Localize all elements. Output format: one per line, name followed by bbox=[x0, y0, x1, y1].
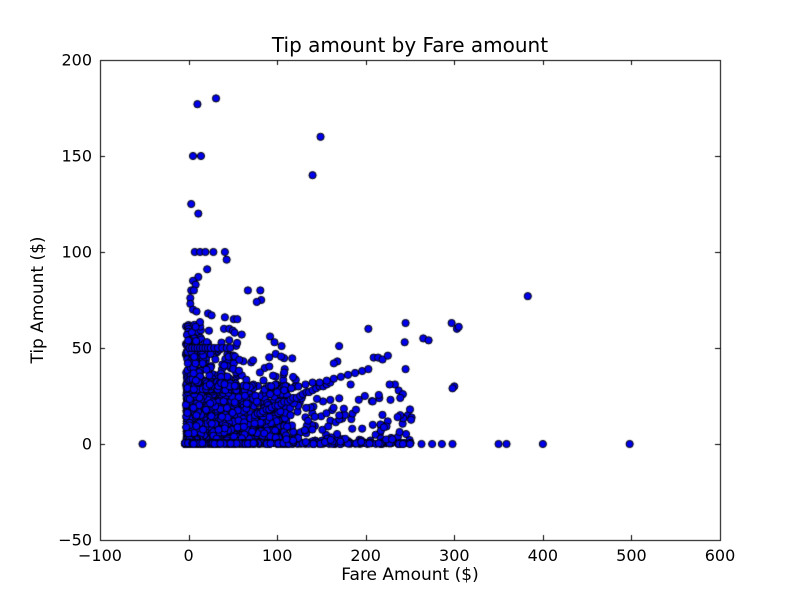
x-tick-label: 500 bbox=[616, 546, 647, 565]
y-tick-label: 0 bbox=[81, 434, 92, 454]
y-tick-label: 200 bbox=[61, 50, 92, 70]
x-tick-label: 600 bbox=[704, 546, 736, 565]
y-axis-label: Tip Amount ($) bbox=[28, 236, 48, 364]
x-axis-label: Fare Amount ($) bbox=[341, 565, 479, 585]
chart-title: Tip amount by Fare amount bbox=[271, 33, 549, 57]
x-tick-label: 200 bbox=[350, 546, 381, 565]
y-tick-label: −50 bbox=[58, 530, 92, 550]
y-tick-label: 50 bbox=[71, 338, 92, 358]
x-tick-label: −100 bbox=[78, 546, 122, 565]
x-tick-label: 400 bbox=[527, 546, 559, 565]
x-tick-label: 100 bbox=[261, 546, 293, 565]
x-tick-label: 300 bbox=[439, 546, 470, 565]
y-tick-label: 150 bbox=[61, 146, 92, 166]
x-tick-label: 0 bbox=[183, 546, 194, 565]
y-tick-label: 100 bbox=[61, 242, 92, 262]
